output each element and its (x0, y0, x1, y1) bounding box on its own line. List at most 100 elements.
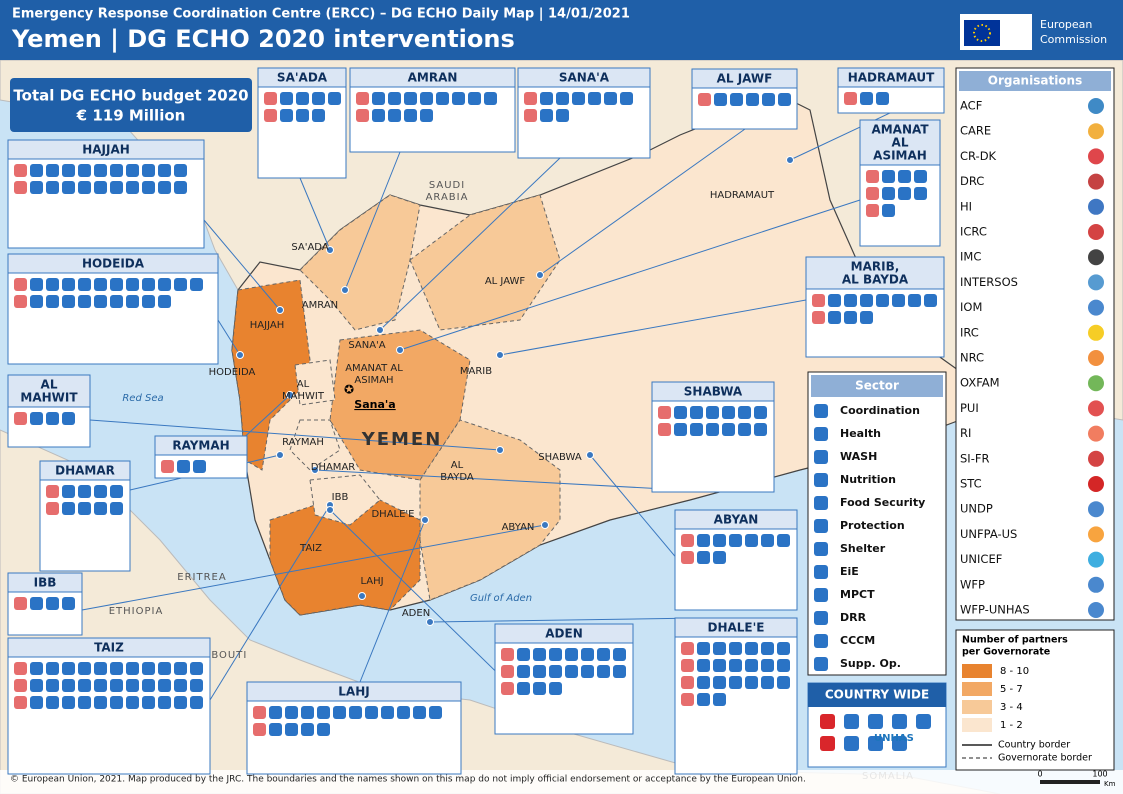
sector-name: WASH (840, 450, 877, 463)
governorate-label: MAHWIT (282, 391, 325, 402)
box-title-bg (257, 67, 347, 88)
legend-label: 3 - 4 (1000, 702, 1023, 713)
sector-icon (78, 181, 91, 194)
box-title-bg (7, 253, 219, 274)
box-title: IBB (34, 576, 57, 590)
sector-icon (190, 662, 203, 675)
sector-icon (312, 109, 325, 122)
sector-icon (174, 164, 187, 177)
location-dot (586, 451, 594, 459)
governorate-label: RAYMAH (282, 437, 324, 448)
sector-icon (296, 109, 309, 122)
sector-icon (94, 181, 107, 194)
sector-icon (620, 92, 633, 105)
org-logo (1088, 602, 1104, 618)
sector-icon (264, 92, 277, 105)
sector-icon (882, 170, 895, 183)
box-title-bg (837, 67, 945, 88)
sector-icon (328, 92, 341, 105)
sector-icon (892, 294, 905, 307)
sector-icon (697, 642, 710, 655)
governorate-box: SHABWA (651, 381, 775, 493)
sector-icon (812, 294, 825, 307)
sector-icon (777, 642, 790, 655)
sector-icon (142, 295, 155, 308)
sector-name: Coordination (840, 404, 920, 417)
sector-icon (517, 648, 530, 661)
box-title: RAYMAH (172, 439, 229, 453)
sector-icon (754, 406, 767, 419)
sector-icon (556, 92, 569, 105)
place-label: Gulf of Aden (470, 593, 532, 604)
sector-icon (78, 696, 91, 709)
sector-icon (142, 164, 155, 177)
org-name: ICRC (960, 225, 987, 239)
sector-name: Health (840, 427, 881, 440)
sector-icon (429, 706, 442, 719)
sector-icon (729, 534, 742, 547)
governorate-box: AMRAN (349, 67, 516, 153)
sector-icon (714, 93, 727, 106)
logo-line: Commission (1040, 33, 1107, 46)
box-title: AL BAYDA (842, 273, 909, 287)
org-name: PUI (960, 401, 979, 415)
sector-icon (713, 551, 726, 564)
sector-icon (713, 659, 726, 672)
box-title: HAJJAH (82, 143, 130, 157)
sector-icon (777, 534, 790, 547)
sector-icon (572, 92, 585, 105)
location-dot (396, 346, 404, 354)
sector-icon (110, 485, 123, 498)
box-title-bg (651, 381, 775, 402)
governorate-label: DHALE'E (371, 509, 414, 520)
box-title: AL (41, 378, 58, 392)
sector-icon (14, 412, 27, 425)
box-title-bg (517, 67, 651, 88)
sector-icon (46, 662, 59, 675)
location-dot (358, 592, 366, 600)
sector-icon (158, 278, 171, 291)
place-label: ARABIA (426, 192, 469, 203)
sector-icon (413, 706, 426, 719)
sector-icon (681, 676, 694, 689)
sector-icon (14, 164, 27, 177)
location-dot (286, 391, 294, 399)
scale-tick: 100 (1092, 770, 1107, 779)
sector-icon (729, 676, 742, 689)
location-dot (786, 156, 794, 164)
sector-icon (762, 93, 775, 106)
sector-icon (78, 278, 91, 291)
leader-line (379, 157, 561, 331)
sector-icon (697, 659, 710, 672)
sector-icon (729, 642, 742, 655)
org-name: RI (960, 426, 971, 440)
sector-icon (501, 682, 514, 695)
sector-icon (914, 170, 927, 183)
sector-icon (62, 412, 75, 425)
sector-icon (524, 92, 537, 105)
sector-name: Nutrition (840, 473, 896, 486)
sector-icon (110, 278, 123, 291)
sector-icon (844, 311, 857, 324)
leader-line (399, 199, 861, 351)
sector-icon (46, 502, 59, 515)
sector-icon (280, 92, 293, 105)
org-logo (1088, 526, 1104, 543)
sector-icon (524, 109, 537, 122)
governorate-box: HODEIDA (7, 253, 219, 365)
sector-icon (713, 676, 726, 689)
sector-icon (452, 92, 465, 105)
sector-icon (681, 642, 694, 655)
sector-icon (126, 164, 139, 177)
sector-icon (14, 696, 27, 709)
sector-icon (844, 294, 857, 307)
sector-icon (613, 665, 626, 678)
leader-line (359, 519, 426, 683)
sector-icon (706, 423, 719, 436)
sector-icon (381, 706, 394, 719)
sector-icon (78, 485, 91, 498)
sector-icon (565, 665, 578, 678)
governorate-box: RAYMAH (154, 435, 248, 479)
country-wide-title: COUNTRY WIDE (825, 688, 929, 702)
leader-line (81, 524, 546, 611)
